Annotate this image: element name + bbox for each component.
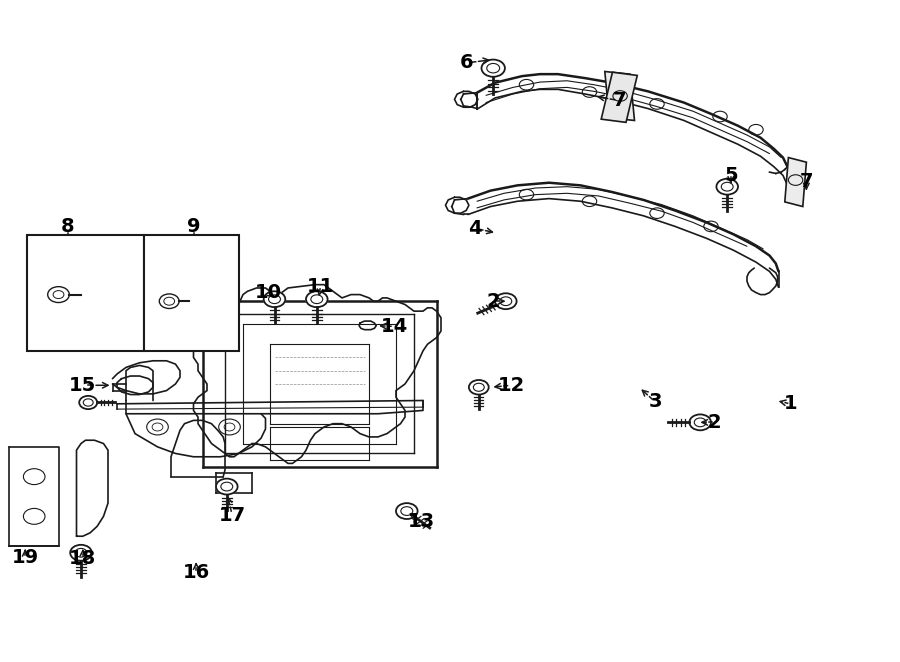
Text: 14: 14 xyxy=(381,317,408,336)
Text: 15: 15 xyxy=(69,376,96,395)
Circle shape xyxy=(482,60,505,77)
Text: 18: 18 xyxy=(69,549,96,567)
Polygon shape xyxy=(605,71,634,120)
Bar xyxy=(144,235,238,351)
Polygon shape xyxy=(785,158,806,207)
Circle shape xyxy=(216,479,238,495)
Polygon shape xyxy=(194,285,441,463)
Text: 16: 16 xyxy=(183,563,210,582)
Circle shape xyxy=(689,414,711,430)
Text: 8: 8 xyxy=(60,217,75,236)
Text: 5: 5 xyxy=(724,166,738,185)
Text: 2: 2 xyxy=(707,413,722,432)
Text: 11: 11 xyxy=(307,277,334,296)
Text: 10: 10 xyxy=(255,283,282,302)
Circle shape xyxy=(495,293,517,309)
Text: 2: 2 xyxy=(486,292,500,310)
Circle shape xyxy=(264,291,285,307)
Text: 9: 9 xyxy=(187,217,200,236)
Text: 17: 17 xyxy=(219,506,246,524)
Circle shape xyxy=(396,503,418,519)
Text: 6: 6 xyxy=(459,54,473,72)
Text: 13: 13 xyxy=(408,512,435,531)
Circle shape xyxy=(70,545,92,561)
Bar xyxy=(601,72,637,122)
Text: 7: 7 xyxy=(612,91,625,110)
Bar xyxy=(27,235,144,351)
Text: 19: 19 xyxy=(12,548,39,567)
Text: 7: 7 xyxy=(799,172,814,191)
Circle shape xyxy=(79,396,97,409)
Circle shape xyxy=(306,291,328,307)
Text: 3: 3 xyxy=(648,393,662,411)
Text: 4: 4 xyxy=(468,219,482,238)
Circle shape xyxy=(469,380,489,395)
Circle shape xyxy=(716,179,738,195)
Text: 1: 1 xyxy=(783,395,797,413)
Text: 12: 12 xyxy=(498,376,525,395)
